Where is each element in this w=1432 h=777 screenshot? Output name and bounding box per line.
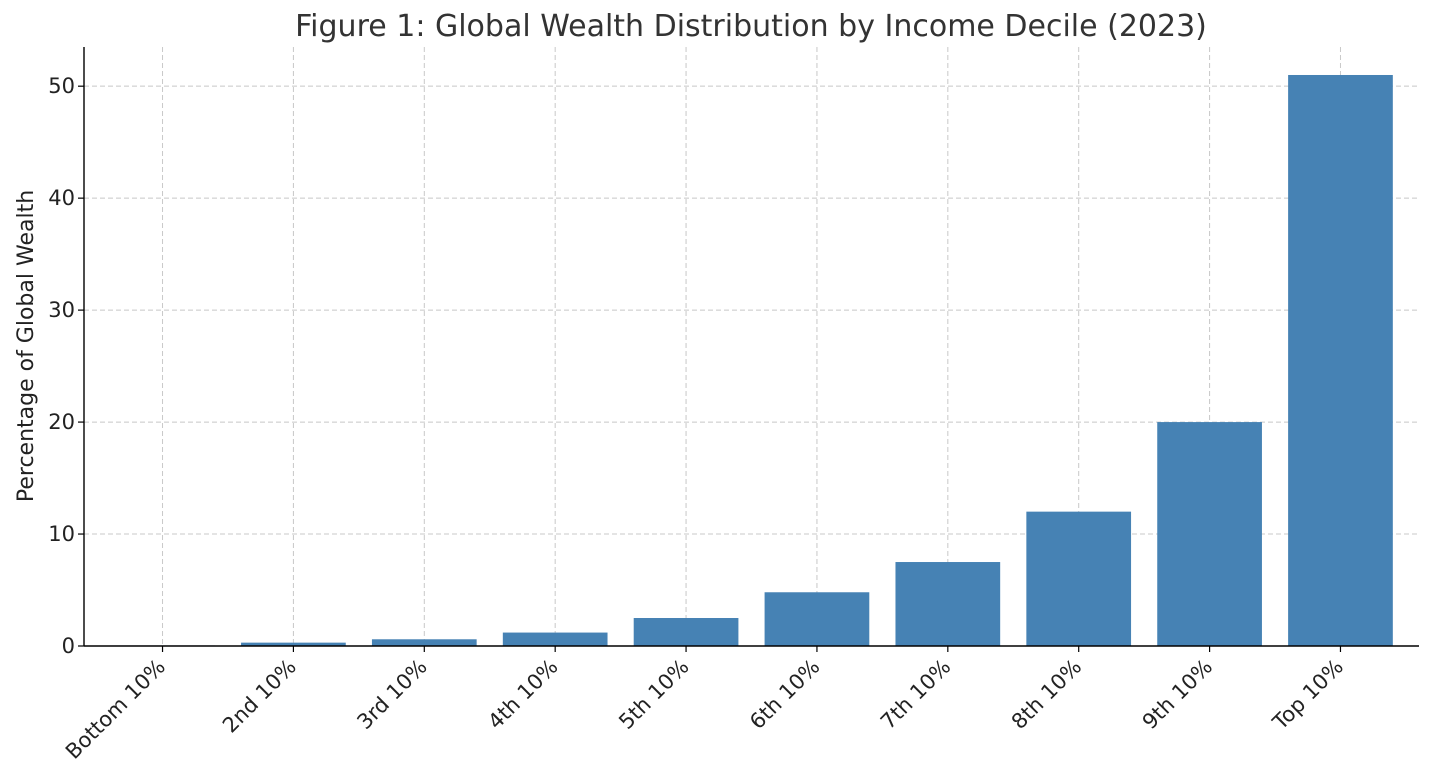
x-tick-label: 8th 10% [1007,655,1086,734]
x-tick-label: 3rd 10% [352,655,431,734]
bar [895,562,1001,646]
x-tick-label: Top 10% [1268,655,1348,735]
x-tick-label: 6th 10% [745,655,824,734]
chart-title: Figure 1: Global Wealth Distribution by … [295,9,1207,44]
bar [241,642,346,646]
y-tick-label: 20 [48,410,75,434]
x-tick-label: 2nd 10% [218,655,301,738]
x-tick-label: 9th 10% [1138,655,1217,734]
x-tick-label: 7th 10% [876,655,955,734]
x-tick-label: Bottom 10% [61,655,170,764]
y-tick-label: 30 [48,298,75,322]
x-ticks: Bottom 10% 2nd 10% 3rd 10% 4th 10% 5th 10% 6t… [61,646,1348,764]
x-tick-label: 5th 10% [614,655,693,734]
bar [1026,511,1132,646]
bar [371,639,477,646]
x-tick-label: 4th 10% [483,655,562,734]
axes [83,47,1419,647]
bar [502,632,608,646]
y-tick-label: 0 [62,634,75,658]
bar [1288,74,1393,646]
bars [110,74,1393,646]
y-ticks: 0 10 20 30 40 50 [48,74,84,658]
y-tick-label: 40 [48,186,75,210]
bar [633,618,739,646]
bar [764,592,870,646]
y-tick-label: 10 [48,522,75,546]
y-axis-label: Percentage of Global Wealth [14,190,39,502]
bar [1157,422,1262,646]
y-tick-label: 50 [48,74,75,98]
